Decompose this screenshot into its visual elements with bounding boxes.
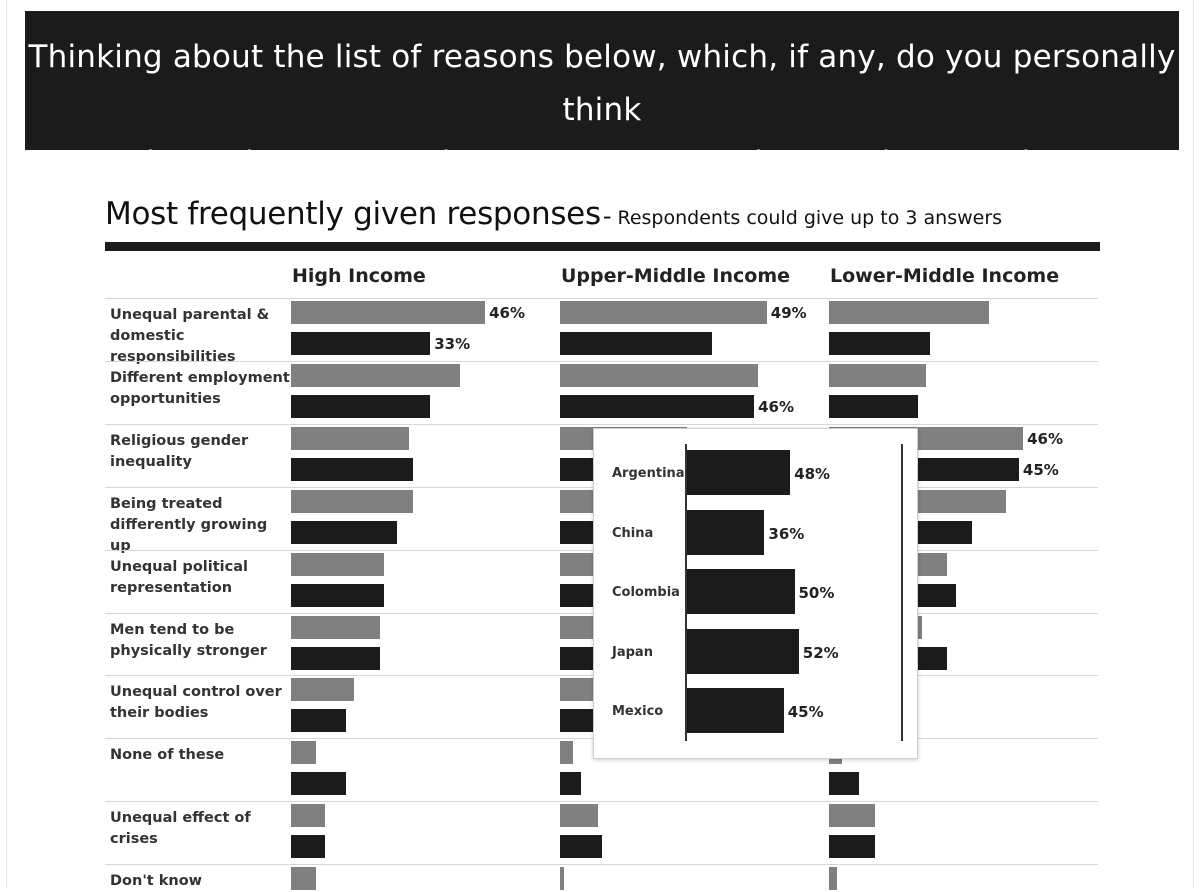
bar-lower-middle-income-black-0 [829,332,931,355]
bar-high-income-black-8 [291,835,325,859]
bar-lower-middle-income-gray-9 [829,867,838,891]
tooltip-value-japan: 52% [802,643,839,662]
question-line-2: are the main reasons why women may not b… [73,145,1131,234]
bar-upper-middle-income-black-0 [560,332,712,355]
row-separator [105,360,1098,362]
tooltip-country-japan: Japan [612,644,653,660]
bar-high-income-gray-8 [291,804,325,828]
tooltip-country-colombia: Colombia [612,585,680,600]
bar-high-income-black-2 [291,457,414,481]
country-tooltip: Argentina 48% China 36% Colombia 50% Japan 52% M… [593,428,918,759]
bar-high-income-gray-0 [291,301,486,324]
row-label-none-of-these: None of these [110,747,225,764]
bar-upper-middle-income-gray-9 [560,867,565,891]
question-line-1: Thinking about the list of reasons below… [28,39,1176,128]
section-title: Most frequently given responses [105,196,601,232]
bar-high-income-black-7 [291,772,346,796]
row-label-different-employment-opportunities: Different employment opportunities [110,369,290,407]
section-dash: - [602,202,612,230]
row-label-unequal-effect-of-crises: Unequal effect of crises [110,810,251,848]
row-separator [105,864,1098,866]
value-label-upper-middle-income-gray-0: 49% [770,304,807,322]
bar-high-income-gray-7 [291,741,317,765]
tooltip-bar-mexico [687,688,784,733]
bar-lower-middle-income-black-1 [829,394,918,418]
bar-high-income-black-4 [291,583,384,607]
tooltip-bar-colombia [687,569,795,614]
dashboard-frame [6,0,1194,888]
tooltip-value-argentina: 48% [794,465,831,483]
value-label-upper-middle-income-black-1: 46% [758,397,795,416]
row-label-being-treated-differently-growing-up: Being treated differently growing up [110,495,268,554]
row-label-unequal-control-over-their-bodies: Unequal control over their bodies [110,684,282,722]
tooltip-country-mexico: Mexico [612,704,664,719]
value-label-high-income-black-0: 33% [434,335,471,353]
tooltip-country-china: China [612,525,654,541]
tooltip-value-china: 36% [768,524,805,543]
row-label-men-tend-to-be-physically-stronger: Men tend to be physically stronger [110,621,267,659]
bar-lower-middle-income-black-7 [829,772,859,796]
tooltip-axis [685,444,687,741]
question-text: Thinking about the list of reasons below… [25,31,1179,243]
tooltip-country-argentina: Argentina [612,466,685,481]
section-note: Respondents could give up to 3 answers [617,207,1003,229]
bar-upper-middle-income-black-1 [560,394,755,418]
value-label-high-income-gray-0: 46% [489,304,526,322]
bar-lower-middle-income-black-8 [829,835,876,859]
bar-upper-middle-income-gray-1 [560,363,759,387]
bar-high-income-gray-3 [291,489,414,513]
bar-high-income-gray-2 [291,426,410,450]
tooltip-value-mexico: 45% [787,703,824,721]
value-label-lower-middle-income-black-2: 45% [1022,460,1059,479]
bar-upper-middle-income-gray-0 [560,301,767,324]
tooltip-bar-japan [687,628,799,674]
bar-high-income-black-0 [291,332,431,355]
row-label-unequal-parental-domestic-responsibilities: Unequal parental & domestic responsibili… [110,307,270,365]
bar-upper-middle-income-black-8 [560,835,603,859]
panel-header-lower-middle-income: Lower-Middle Income [830,265,1060,287]
value-label-lower-middle-income-gray-2: 46% [1027,429,1064,448]
bar-upper-middle-income-gray-8 [560,804,598,828]
tooltip-value-colombia: 50% [798,584,835,602]
tooltip-bar-china [687,509,765,555]
section-rule [105,242,1100,251]
panel-header-upper-middle-income: Upper-Middle Income [561,265,791,287]
row-label-don-t-know: Don't know [110,873,203,890]
bar-high-income-gray-1 [291,363,460,387]
row-separator [105,298,1098,299]
panel-header-high-income: High Income [292,265,426,287]
row-separator [105,801,1098,803]
bar-lower-middle-income-gray-1 [829,363,927,387]
bar-upper-middle-income-gray-7 [560,741,573,765]
row-label-religious-gender-inequality: Religious gender inequality [110,432,249,470]
tooltip-bar-argentina [687,450,791,495]
tooltip-right-edge [901,444,903,741]
question-banner: Thinking about the list of reasons below… [25,11,1179,234]
bar-lower-middle-income-gray-0 [829,301,990,324]
section-heading: Most frequently given responses- Responde… [105,196,1002,232]
bar-high-income-gray-4 [291,552,384,576]
bar-high-income-black-1 [291,394,431,418]
bar-high-income-black-6 [291,709,346,733]
bar-high-income-gray-9 [291,867,317,891]
bar-high-income-gray-6 [291,678,355,702]
row-separator [105,423,1098,425]
bar-upper-middle-income-black-7 [560,772,582,796]
bar-high-income-black-5 [291,646,380,670]
bar-lower-middle-income-gray-8 [829,804,876,828]
bar-high-income-gray-5 [291,615,380,639]
bar-high-income-black-3 [291,520,397,544]
row-label-unequal-political-representation: Unequal political representation [110,558,248,596]
